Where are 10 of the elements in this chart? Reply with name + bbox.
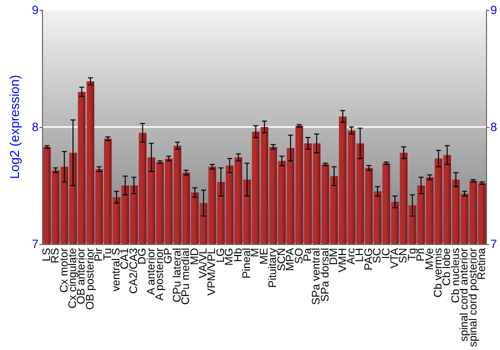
y-tick-label: 7 bbox=[32, 236, 39, 251]
y-tick-label: 9 bbox=[32, 3, 39, 17]
x-tick-label: A posterior bbox=[154, 248, 166, 301]
y-tick-label: 8 bbox=[32, 120, 39, 134]
y-axis-title: Log2 (expression) bbox=[7, 74, 22, 180]
y2-tick-label: 7 bbox=[490, 236, 498, 251]
y2-tick-label: 8 bbox=[490, 120, 498, 134]
x-tick-label: OB posterior bbox=[84, 248, 96, 310]
y2-tick-label: 9 bbox=[490, 3, 498, 17]
x-tick-label: Tg bbox=[406, 248, 418, 261]
